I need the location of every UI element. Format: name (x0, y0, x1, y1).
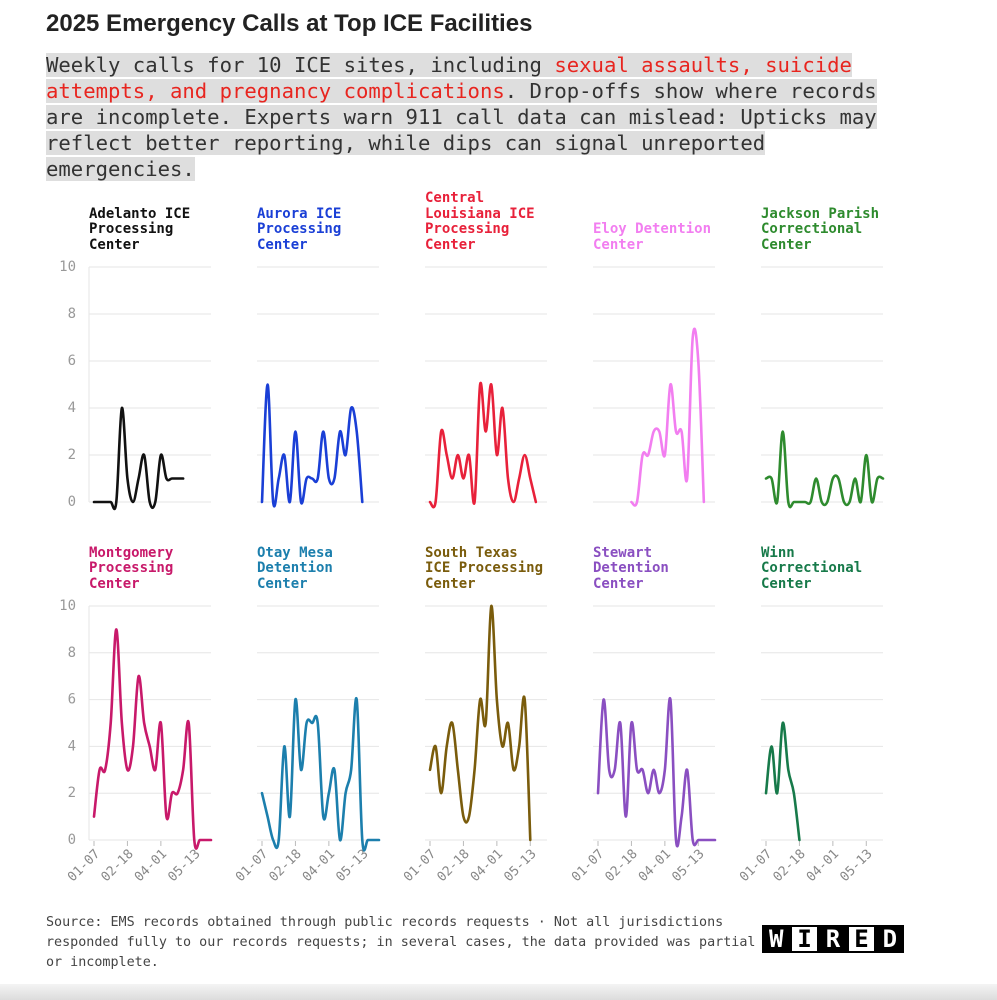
logo-box (818, 925, 848, 953)
y-tick-label: 4 (68, 738, 76, 754)
series-line (92, 406, 185, 511)
y-tick-label: 6 (68, 353, 76, 369)
y-tick-label: 0 (68, 494, 76, 510)
x-tick-label: 02-18 (98, 847, 136, 885)
y-tick-label: 8 (68, 306, 76, 322)
x-tick-label: 02-18 (602, 847, 640, 885)
subtitle: Weekly calls for 10 ICE sites, including… (46, 52, 906, 182)
panel-title: Adelanto ICE Processing Center (89, 205, 191, 253)
x-tick-label: 04-01 (132, 847, 170, 885)
panel-title-box: Winn Correctional Center (761, 528, 887, 592)
panel-title: Winn Correctional Center (761, 544, 863, 592)
y-tick-label: 6 (68, 692, 76, 708)
series-line (630, 327, 706, 507)
y-tick-label: 8 (68, 645, 76, 661)
logo-box (875, 925, 904, 953)
panel-title: Stewart Detention Center (593, 544, 669, 592)
y-tick-label: 2 (68, 785, 76, 801)
subtitle-text: Weekly calls for 10 ICE sites, including (46, 53, 555, 77)
x-tick-label: 02-18 (770, 847, 808, 885)
x-tick-label: 04-01 (804, 847, 842, 885)
panel-title-box: Eloy Detention Center (593, 189, 719, 253)
panel-title-box: Montgomery Processing Center (89, 528, 215, 592)
footer-bar (0, 984, 997, 1000)
y-tick-label: 10 (59, 598, 76, 614)
panel-title: Otay Mesa Detention Center (257, 544, 333, 592)
x-tick-label: 05-13 (837, 847, 875, 885)
logo-box (762, 925, 791, 953)
panel-title-box: Stewart Detention Center (593, 528, 719, 592)
x-tick-label: 01-07 (737, 847, 775, 885)
x-tick-label: 01-07 (65, 847, 103, 885)
series-line (428, 381, 538, 509)
x-tick-label: 02-18 (266, 847, 304, 885)
page-title: 2025 Emergency Calls at Top ICE Faciliti… (46, 10, 533, 37)
panel-title-box: Central Louisiana ICE Processing Center (425, 189, 551, 253)
series-line (596, 697, 717, 848)
series-line (260, 697, 381, 852)
series-line (764, 430, 885, 509)
source-note: Source: EMS records obtained through pub… (46, 915, 756, 970)
panel-title-box: Jackson Parish Correctional Center (761, 189, 887, 253)
x-tick-label: 01-07 (569, 847, 607, 885)
series-line (428, 604, 532, 842)
x-tick-label: 05-13 (501, 847, 539, 885)
y-tick-label: 2 (68, 447, 76, 463)
logo: WIRED (762, 925, 904, 953)
x-tick-label: 01-07 (233, 847, 271, 885)
panel-title-box: Otay Mesa Detention Center (257, 528, 383, 592)
series-line (260, 383, 364, 508)
series-line (92, 628, 213, 850)
panel-title-box: South Texas ICE Processing Center (425, 528, 551, 592)
y-tick-label: 4 (68, 400, 76, 416)
x-tick-label: 04-01 (300, 847, 338, 885)
logo-box (847, 925, 876, 953)
series-line (764, 721, 801, 842)
logo-text: WIRED (769, 925, 911, 953)
x-tick-label: 02-18 (434, 847, 472, 885)
panel-title: Aurora ICE Processing Center (257, 205, 342, 253)
y-tick-label: 0 (68, 832, 76, 848)
panel-title: Jackson Parish Correctional Center (761, 205, 880, 253)
x-tick-label: 05-13 (333, 847, 371, 885)
panel-title: South Texas ICE Processing Center (425, 544, 544, 592)
panel-title-box: Aurora ICE Processing Center (257, 189, 383, 253)
x-tick-label: 01-07 (401, 847, 439, 885)
x-tick-label: 05-13 (669, 847, 707, 885)
x-tick-label: 04-01 (636, 847, 674, 885)
x-tick-label: 05-13 (165, 847, 203, 885)
panel-title-box: Adelanto ICE Processing Center (89, 189, 215, 253)
panel-title: Central Louisiana ICE Processing Center (425, 190, 535, 253)
logo-box (790, 925, 819, 953)
panel-title: Eloy Detention Center (593, 221, 712, 253)
x-tick-label: 04-01 (468, 847, 506, 885)
y-tick-label: 10 (59, 259, 76, 275)
panel-title: Montgomery Processing Center (89, 544, 174, 592)
